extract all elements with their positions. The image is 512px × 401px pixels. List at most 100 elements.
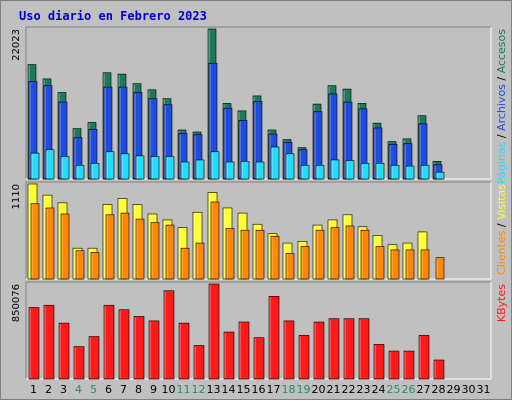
bar-pginas-21 (330, 159, 340, 180)
bar-kbytes-21-fill (328, 318, 340, 380)
bar-clientes-20 (315, 229, 325, 280)
bar-clientes-2 (45, 207, 55, 280)
bar-pginas-15 (240, 160, 250, 180)
x-tick-label-8: 8 (135, 383, 142, 396)
bar-kbytes-20 (313, 321, 325, 380)
bar-kbytes-11-fill (178, 322, 190, 380)
bar-kbytes-24-fill (373, 344, 385, 380)
bar-pginas-19 (300, 165, 310, 180)
bar-clientes-26 (405, 249, 415, 280)
bar-kbytes-25 (388, 350, 400, 380)
bar-kbytes-3 (58, 322, 70, 380)
x-tick-label-28: 28 (432, 383, 446, 396)
x-tick-label-3: 3 (60, 383, 67, 396)
bar-kbytes-1 (28, 307, 40, 380)
bar-pginas-15-fill (240, 160, 250, 180)
x-tick-label-22: 22 (342, 383, 356, 396)
bar-pginas-9-fill (150, 156, 160, 180)
bar-pginas-26 (405, 165, 415, 180)
bar-kbytes-6 (103, 304, 115, 380)
bar-clientes-1 (30, 203, 40, 280)
legend-panel-1-part-4: Accesos (495, 29, 508, 74)
bar-pginas-9 (150, 156, 160, 180)
bar-clientes-5-fill (90, 252, 100, 280)
bar-pginas-18-fill (285, 153, 295, 180)
bar-pginas-13 (210, 151, 220, 180)
legend-panel-3: KBytes (495, 284, 508, 322)
x-tick-label-2: 2 (45, 383, 52, 396)
bar-clientes-11-fill (180, 247, 190, 280)
bar-clientes-6 (105, 214, 115, 280)
bar-kbytes-23 (358, 318, 370, 380)
bar-clientes-12 (195, 242, 205, 280)
bar-clientes-9-fill (150, 222, 160, 280)
bar-pginas-21-fill (330, 159, 340, 180)
x-tick-label-9: 9 (150, 383, 157, 396)
bar-pginas-25-fill (390, 165, 400, 180)
legend-panel-1-part-3: / (495, 73, 508, 84)
x-tick-label-21: 21 (327, 383, 341, 396)
x-tick-label-20: 20 (312, 383, 326, 396)
bar-pginas-28 (435, 171, 445, 180)
bar-clientes-21-fill (330, 227, 340, 280)
bar-pginas-25 (390, 165, 400, 180)
bar-clientes-10-fill (165, 224, 175, 280)
bar-kbytes-10 (163, 290, 175, 380)
bar-pginas-20 (315, 165, 325, 180)
bar-clientes-19-fill (300, 246, 310, 280)
bar-clientes-15 (240, 229, 250, 280)
bar-pginas-18 (285, 153, 295, 180)
bar-pginas-1 (30, 152, 40, 180)
bar-kbytes-3-fill (58, 322, 70, 380)
bar-kbytes-10-fill (163, 290, 175, 380)
bar-clientes-1-fill (30, 203, 40, 280)
legend-panel-1: Páginas / Archivos / Accesos (495, 29, 508, 184)
bar-pginas-12-fill (195, 159, 205, 180)
bar-clientes-17-fill (270, 235, 280, 280)
bar-kbytes-26-fill (403, 350, 415, 380)
x-tick-label-26: 26 (402, 383, 416, 396)
bar-kbytes-14-fill (223, 331, 235, 380)
bar-clientes-3-fill (60, 213, 70, 280)
x-tick-label-19: 19 (297, 383, 311, 396)
bar-pginas-4 (75, 165, 85, 180)
bar-clientes-16-fill (255, 229, 265, 280)
bar-kbytes-7-fill (118, 309, 130, 380)
bar-kbytes-15 (238, 321, 250, 380)
x-tick-label-10: 10 (162, 383, 176, 396)
bar-clientes-4 (75, 250, 85, 280)
bar-pginas-3 (60, 156, 70, 180)
bar-kbytes-8-fill (133, 316, 145, 380)
bar-pginas-2 (45, 149, 55, 180)
bar-pginas-19-fill (300, 165, 310, 180)
bar-kbytes-12-fill (193, 345, 205, 380)
bar-clientes-4-fill (75, 250, 85, 280)
bar-kbytes-19-fill (298, 335, 310, 380)
bar-pginas-8 (135, 155, 145, 180)
bar-clientes-6-fill (105, 214, 115, 280)
x-tick-label-30: 30 (462, 383, 476, 396)
x-tick-label-17: 17 (267, 383, 281, 396)
bar-pginas-6 (105, 151, 115, 180)
bar-kbytes-11 (178, 322, 190, 380)
bar-kbytes-5 (88, 336, 100, 380)
bar-pginas-22-fill (345, 160, 355, 180)
bar-kbytes-26 (403, 350, 415, 380)
bar-clientes-28 (435, 257, 445, 280)
bar-kbytes-20-fill (313, 321, 325, 380)
bar-pginas-10 (165, 156, 175, 180)
bar-pginas-5 (90, 163, 100, 180)
bar-clientes-19 (300, 246, 310, 280)
bar-pginas-7 (120, 153, 130, 180)
x-tick-label-18: 18 (282, 383, 296, 396)
bar-pginas-20-fill (315, 165, 325, 180)
bar-clientes-24-fill (375, 246, 385, 280)
legend-panel-1-part-1: / (495, 131, 508, 142)
bar-kbytes-18 (283, 320, 295, 380)
bar-kbytes-23-fill (358, 318, 370, 380)
x-tick-label-7: 7 (120, 383, 127, 396)
bar-pginas-27 (420, 165, 430, 180)
bar-clientes-9 (150, 222, 160, 280)
bar-clientes-2-fill (45, 207, 55, 280)
